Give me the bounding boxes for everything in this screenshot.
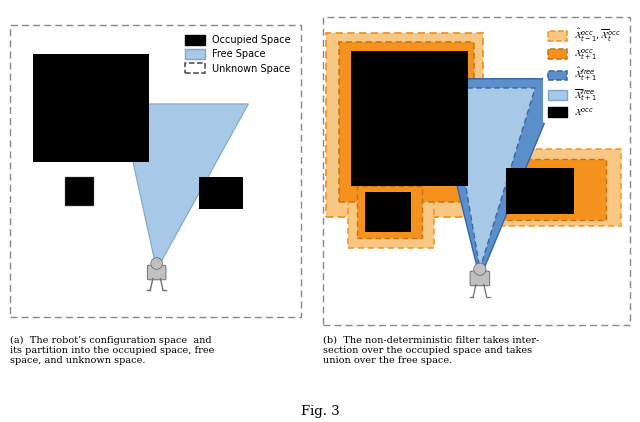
Bar: [506, 168, 573, 214]
Bar: [365, 192, 411, 233]
Bar: [499, 159, 606, 220]
Bar: [10, 25, 301, 316]
Polygon shape: [431, 79, 563, 279]
Circle shape: [474, 263, 486, 276]
Bar: [339, 42, 474, 202]
Text: Fig. 3: Fig. 3: [301, 405, 339, 418]
Bar: [323, 17, 630, 325]
Polygon shape: [449, 88, 535, 269]
Bar: [351, 51, 468, 186]
Text: (b)  The non-deterministic filter takes inter-
section over the occupied space a: (b) The non-deterministic filter takes i…: [323, 335, 540, 365]
Circle shape: [151, 258, 163, 269]
Bar: [199, 177, 243, 209]
Bar: [357, 186, 422, 238]
Bar: [348, 180, 434, 248]
Polygon shape: [120, 104, 248, 270]
Legend: $\hat{\mathcal{X}}^{occ}_{t-1}, \overline{\mathcal{X}}^{occ}_{t}$, $\mathcal{X}^: $\hat{\mathcal{X}}^{occ}_{t-1}, \overlin…: [543, 22, 626, 122]
Bar: [33, 54, 149, 162]
FancyBboxPatch shape: [147, 265, 166, 280]
Text: (a)  The robot’s configuration space  and
its partition into the occupied space,: (a) The robot’s configuration space and …: [10, 335, 214, 365]
Bar: [65, 177, 94, 206]
Bar: [326, 32, 483, 217]
Bar: [489, 149, 621, 226]
Legend: Occupied Space, Free Space, Unknown Space: Occupied Space, Free Space, Unknown Spac…: [180, 30, 296, 78]
FancyBboxPatch shape: [470, 271, 490, 286]
